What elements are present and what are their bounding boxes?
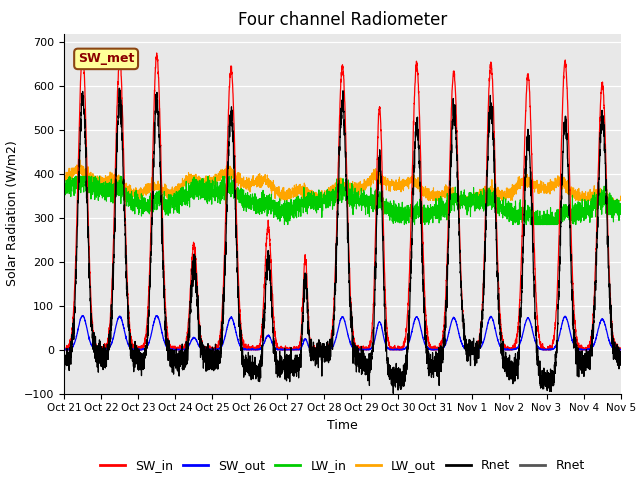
LW_in: [436, 208, 444, 214]
SW_in: [161, 275, 168, 281]
Legend: SW_in, SW_out, LW_in, LW_out, Rnet, Rnet: SW_in, SW_out, LW_in, LW_out, Rnet, Rnet: [95, 455, 589, 477]
X-axis label: Time: Time: [327, 419, 358, 432]
Rnet: [499, 338, 507, 344]
LW_out: [616, 198, 624, 204]
Rnet: [60, 359, 68, 364]
Rnet: [617, 349, 625, 355]
Line: LW_out: LW_out: [64, 160, 621, 201]
SW_in: [499, 338, 507, 344]
Rnet: [389, 390, 397, 396]
Line: LW_in: LW_in: [64, 176, 621, 225]
SW_out: [436, 347, 444, 353]
Rnet: [322, 347, 330, 352]
LW_in: [161, 203, 168, 209]
LW_in: [280, 222, 288, 228]
SW_in: [468, 347, 476, 353]
Rnet: [468, 350, 476, 356]
Y-axis label: Solar Radiation (W/m2): Solar Radiation (W/m2): [5, 141, 19, 287]
SW_in: [60, 344, 68, 349]
Title: Four channel Radiometer: Four channel Radiometer: [238, 11, 447, 29]
SW_out: [617, 347, 625, 353]
Rnet: [161, 294, 168, 300]
LW_in: [617, 201, 625, 207]
SW_in: [153, 50, 161, 56]
Rnet: [436, 355, 444, 360]
LW_in: [60, 190, 68, 195]
LW_out: [76, 157, 84, 163]
SW_in: [617, 345, 625, 351]
SW_out: [79, 312, 86, 318]
Rnet: [115, 85, 123, 91]
SW_out: [616, 347, 624, 353]
LW_out: [468, 194, 476, 200]
SW_out: [468, 347, 476, 352]
SW_out: [161, 339, 168, 345]
SW_in: [60, 347, 68, 353]
SW_in: [436, 345, 444, 350]
LW_out: [161, 192, 168, 198]
Line: Rnet: Rnet: [64, 88, 621, 393]
LW_in: [322, 197, 330, 203]
SW_in: [322, 347, 330, 352]
Line: SW_out: SW_out: [64, 315, 621, 350]
Text: SW_met: SW_met: [78, 52, 134, 65]
LW_out: [164, 198, 172, 204]
SW_in: [616, 347, 624, 353]
Line: SW_in: SW_in: [64, 53, 621, 350]
LW_in: [499, 197, 507, 203]
SW_out: [60, 347, 68, 352]
LW_out: [617, 198, 625, 204]
SW_out: [60, 347, 68, 353]
LW_in: [616, 211, 624, 217]
Rnet: [616, 362, 624, 368]
LW_in: [468, 197, 476, 203]
LW_out: [436, 198, 444, 204]
LW_out: [499, 195, 507, 201]
LW_in: [66, 173, 74, 179]
SW_out: [499, 346, 507, 352]
SW_out: [322, 347, 330, 353]
LW_out: [60, 176, 68, 181]
LW_out: [322, 192, 330, 198]
